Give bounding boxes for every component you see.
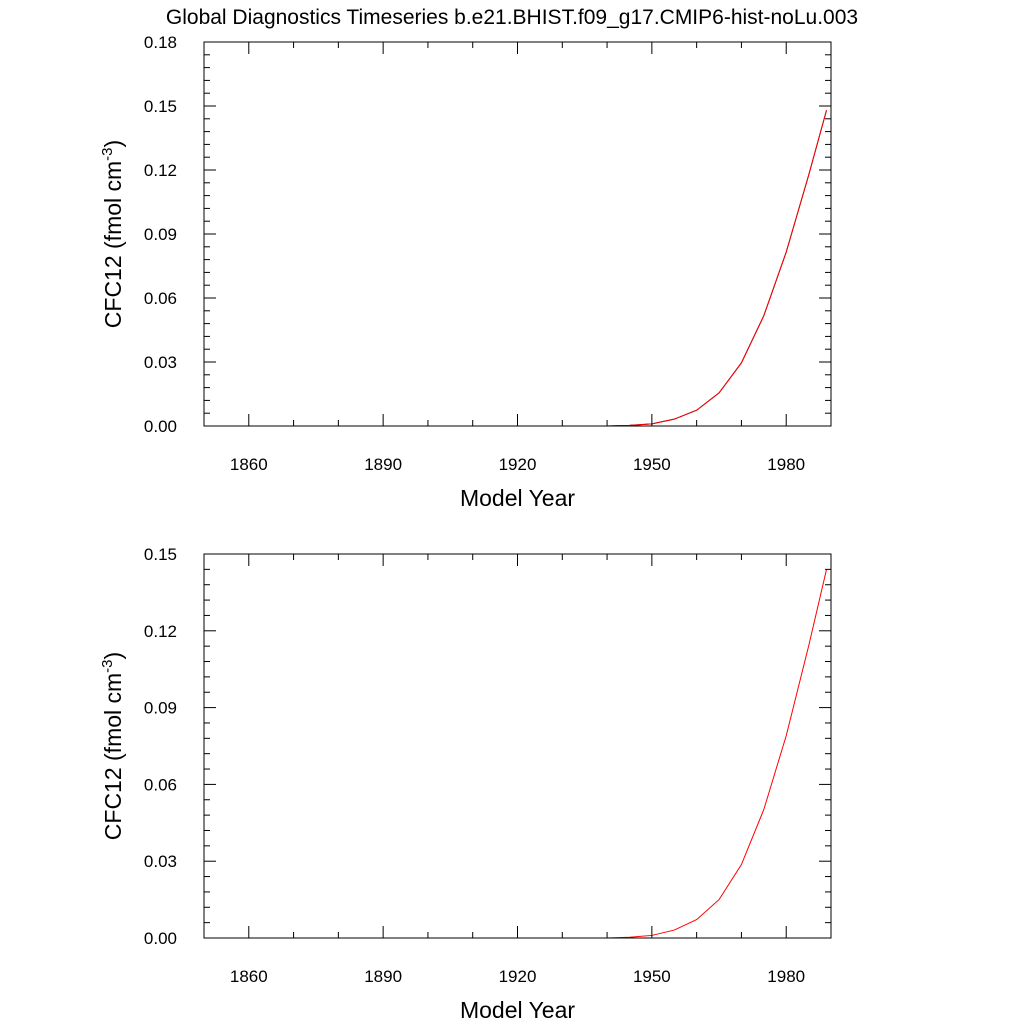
x-tick-label: 1920 — [499, 455, 537, 474]
y-tick-label: 0.09 — [144, 225, 177, 244]
y-tick-label: 0.12 — [144, 161, 177, 180]
x-tick-label: 1860 — [230, 967, 268, 986]
y-tick-label: 0.09 — [144, 699, 177, 718]
x-tick-label: 1890 — [364, 967, 402, 986]
y-tick-label: 0.15 — [144, 97, 177, 116]
y-tick-label: 0.18 — [144, 33, 177, 52]
x-axis-label: Model Year — [460, 485, 575, 511]
y-axis-label: CFC12 (fmol cm-3) — [99, 652, 126, 840]
y-tick-label: 0.00 — [144, 929, 177, 948]
x-axis-label: Model Year — [460, 997, 575, 1023]
plot-frame — [203, 553, 832, 939]
page-title: Global Diagnostics Timeseries b.e21.BHIS… — [166, 6, 858, 29]
series-line-1 — [204, 110, 828, 427]
series-line-0 — [204, 569, 828, 939]
y-tick-label: 0.06 — [144, 775, 177, 794]
series-line-0 — [204, 110, 828, 427]
y-tick-label: 0.15 — [144, 545, 177, 564]
chart-panel-top: 1860 1890 1920 1950 1980 0.00 0.03 0.06 0.09 0.12… — [99, 33, 832, 511]
x-tick-label: 1980 — [767, 967, 805, 986]
chart-panel-bottom: 1860 1890 1920 1950 1980 0.00 0.03 0.06 0.09 0.12… — [99, 545, 832, 1023]
y-axis-label: CFC12 (fmol cm-3) — [99, 140, 126, 328]
x-tick-label: 1950 — [633, 967, 671, 986]
y-tick-label: 0.03 — [144, 852, 177, 871]
x-tick-label: 1860 — [230, 455, 268, 474]
x-tick-label: 1920 — [499, 967, 537, 986]
y-tick-label: 0.06 — [144, 289, 177, 308]
x-tick-label: 1950 — [633, 455, 671, 474]
y-tick-label: 0.12 — [144, 622, 177, 641]
y-tick-label: 0.00 — [144, 417, 177, 436]
x-tick-label: 1980 — [767, 455, 805, 474]
x-tick-label: 1890 — [364, 455, 402, 474]
y-tick-label: 0.03 — [144, 353, 177, 372]
